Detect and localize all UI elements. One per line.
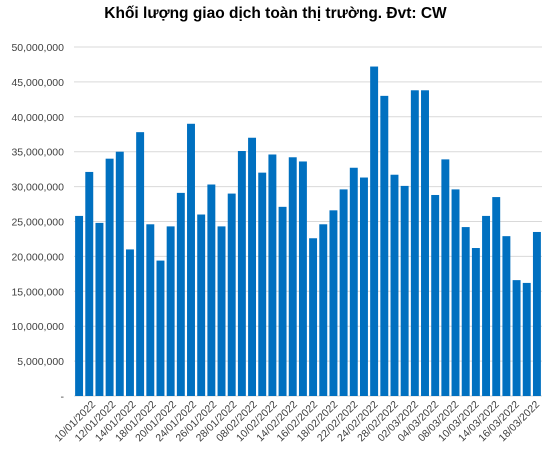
y-tick-label: 15,000,000 — [11, 286, 64, 298]
y-tick-label: 5,000,000 — [17, 356, 64, 368]
bar — [482, 215, 491, 396]
y-tick-label: 35,000,000 — [11, 147, 64, 159]
bar — [339, 189, 348, 396]
bar — [431, 194, 440, 396]
bar — [319, 224, 328, 396]
gridlines — [74, 46, 542, 397]
bar — [146, 224, 155, 396]
bar — [166, 226, 175, 396]
bar — [248, 137, 257, 397]
y-tick-label: 25,000,000 — [11, 217, 64, 229]
bar — [380, 95, 389, 397]
bar — [298, 161, 307, 396]
bar — [410, 90, 419, 396]
bar — [471, 248, 480, 396]
bar — [85, 171, 94, 396]
bar — [359, 177, 368, 396]
x-axis-ticks: 10/01/202212/01/202214/01/202218/01/2022… — [52, 399, 542, 445]
bar — [136, 132, 145, 396]
bar — [115, 151, 124, 396]
bar — [309, 238, 318, 396]
y-tick-label: 40,000,000 — [11, 112, 64, 124]
bar — [522, 282, 531, 396]
bar — [268, 154, 277, 396]
bar — [492, 197, 501, 396]
bar — [400, 185, 409, 396]
y-tick-label: 10,000,000 — [11, 321, 64, 333]
bar — [390, 174, 399, 396]
bar — [125, 249, 134, 396]
y-axis-ticks: - 5,000,000 10,000,000 15,000,000 20,000,000… — [11, 42, 64, 403]
bar — [451, 189, 460, 396]
bar — [197, 214, 206, 396]
bar — [441, 159, 450, 396]
y-tick-label: 45,000,000 — [11, 77, 64, 89]
y-tick-label: 50,000,000 — [11, 42, 64, 54]
bar — [105, 158, 114, 396]
bar — [227, 193, 236, 396]
bar — [95, 222, 104, 396]
bar — [156, 260, 165, 396]
bar — [502, 236, 511, 396]
y-tick-label: 30,000,000 — [11, 182, 64, 194]
bar — [532, 231, 541, 396]
bar — [207, 184, 216, 396]
bar — [461, 227, 470, 396]
y-tick-label: 20,000,000 — [11, 251, 64, 263]
bar — [258, 172, 267, 396]
bar — [187, 123, 195, 396]
y-tick-label: - — [61, 391, 65, 403]
bar — [278, 206, 287, 396]
chart-title: Khối lượng giao dịch toàn thị trường. Đv… — [104, 5, 447, 22]
bar — [288, 157, 297, 396]
bar — [75, 215, 84, 396]
bar — [370, 66, 379, 396]
bars — [75, 66, 541, 397]
bar — [349, 167, 358, 396]
bar — [237, 151, 246, 396]
bar — [512, 280, 521, 396]
bar — [176, 192, 185, 396]
bar — [421, 90, 429, 396]
bar — [329, 210, 338, 396]
bar — [217, 226, 226, 396]
